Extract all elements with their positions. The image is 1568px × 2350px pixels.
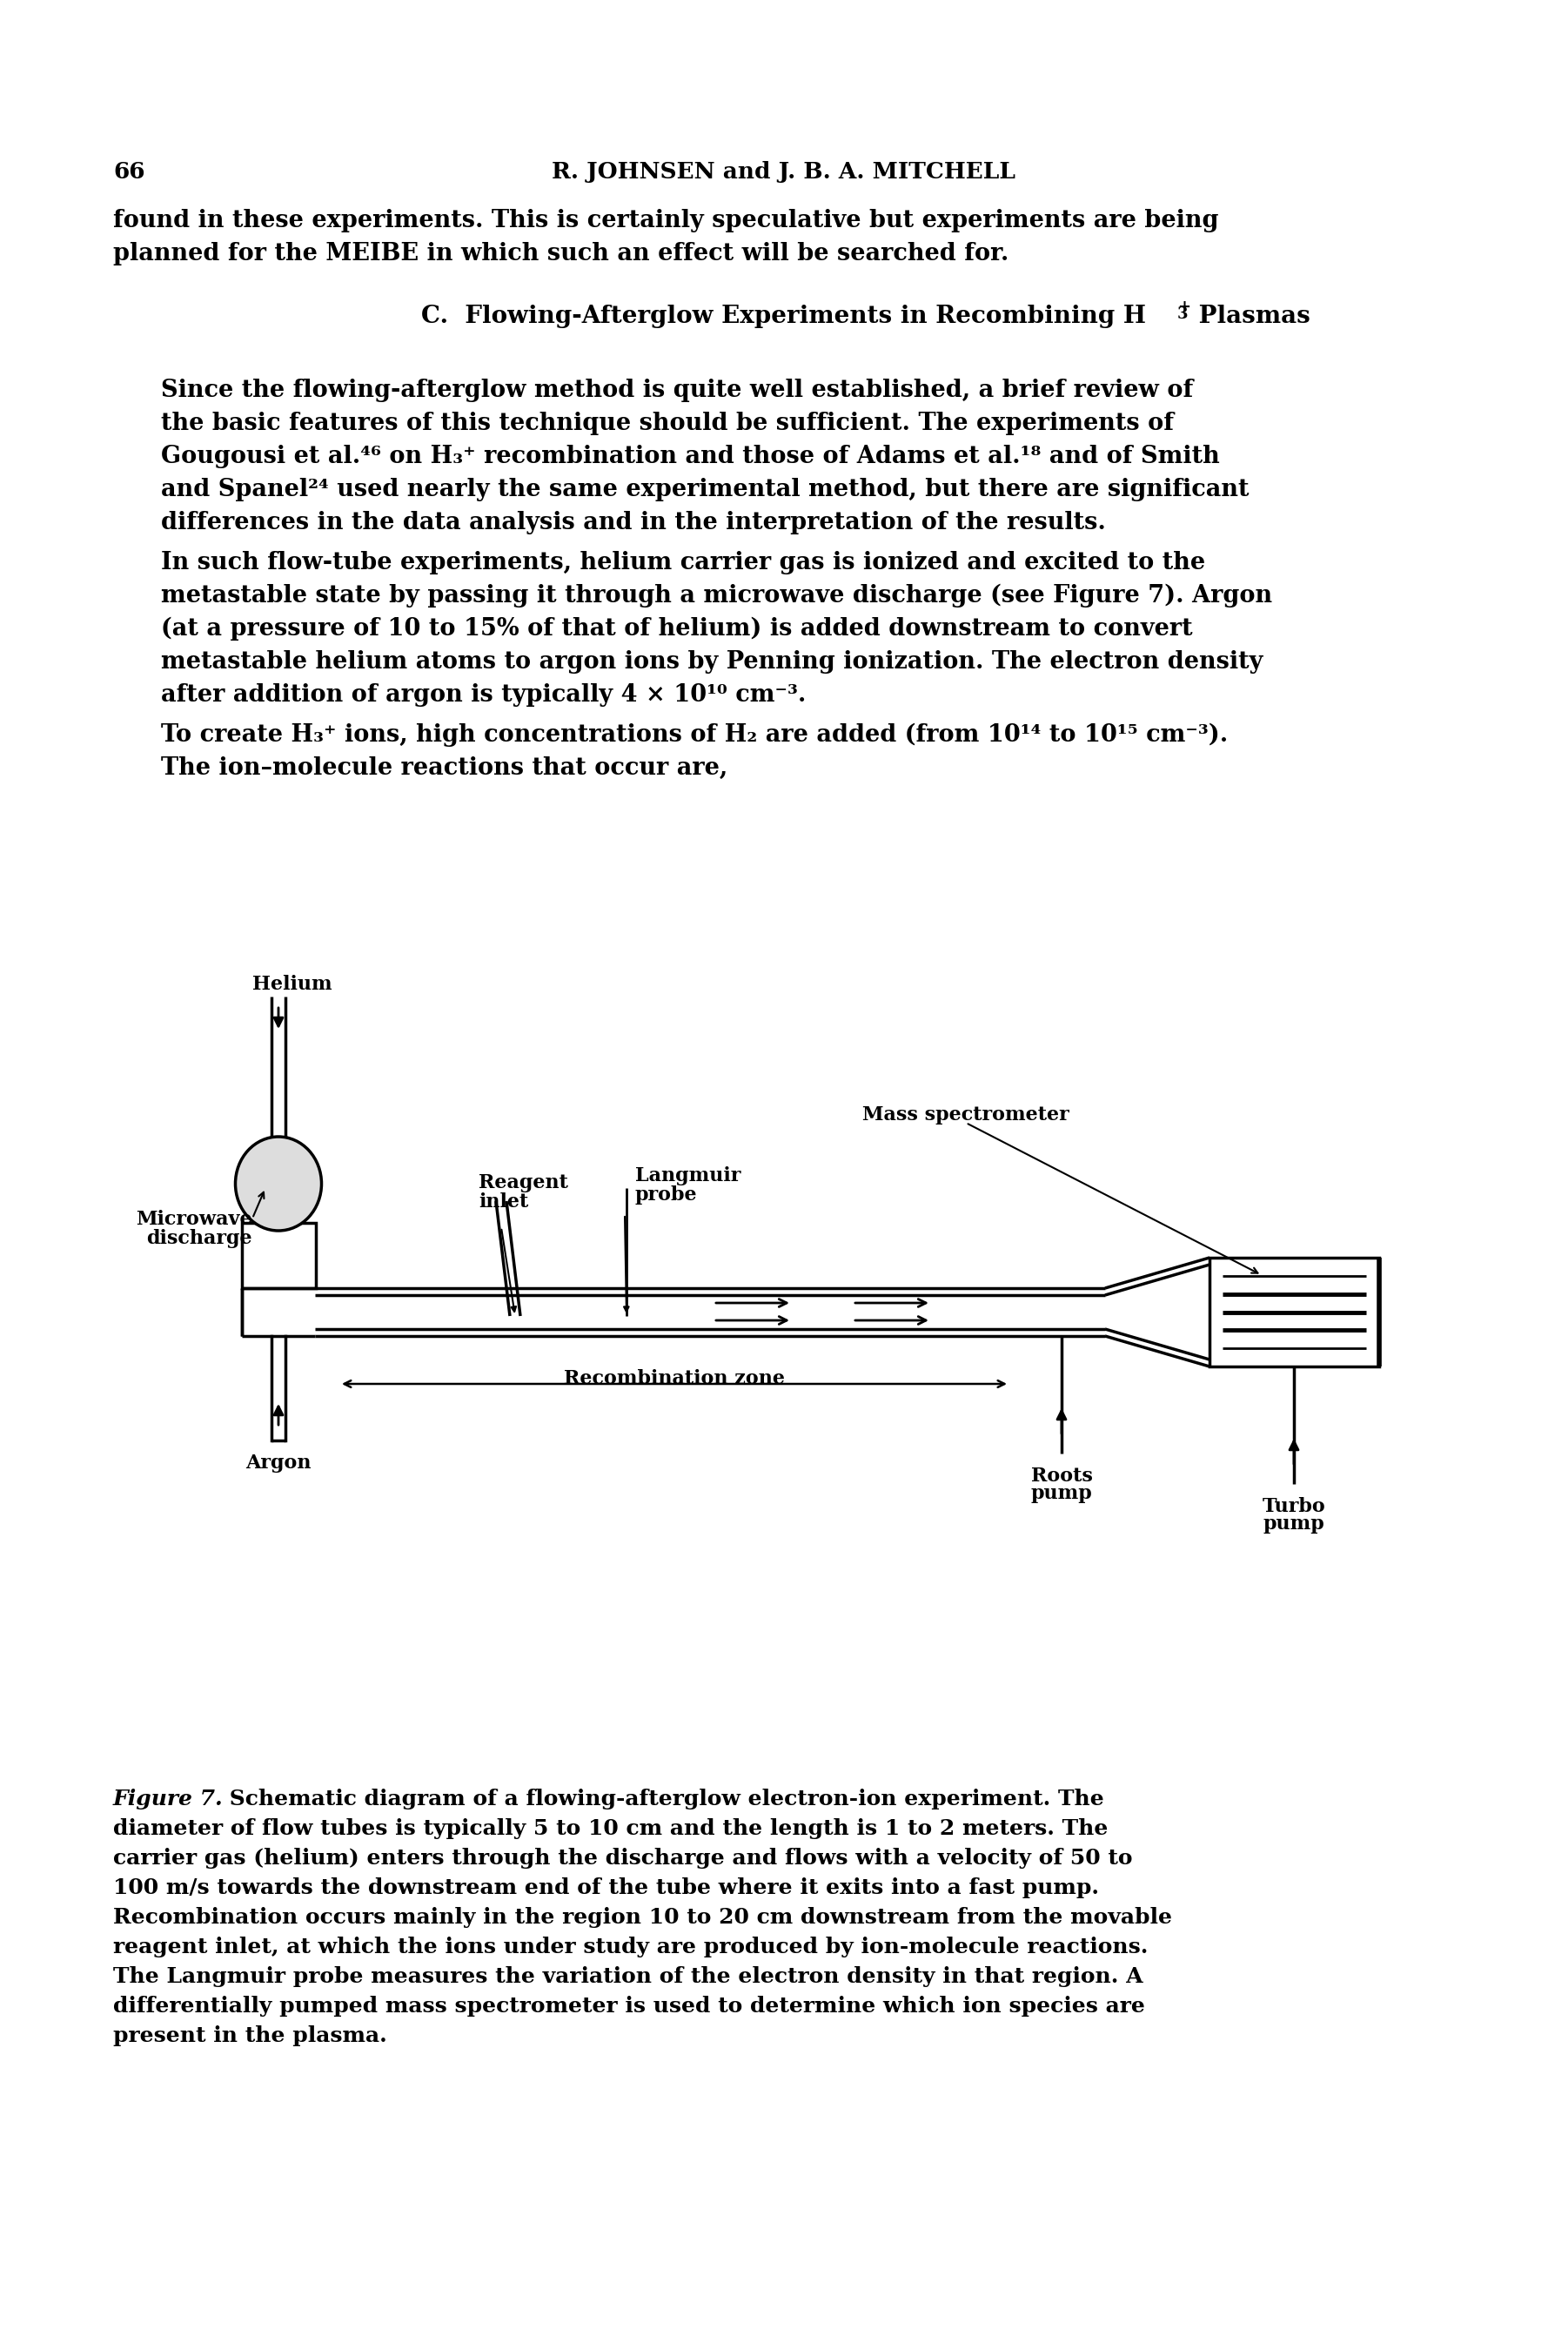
Text: metastable helium atoms to argon ions by Penning ionization. The electron densit: metastable helium atoms to argon ions by… <box>162 651 1262 674</box>
Text: Langmuir: Langmuir <box>635 1166 740 1184</box>
Bar <box>241 1222 315 1288</box>
Text: differences in the data analysis and in the interpretation of the results.: differences in the data analysis and in … <box>162 510 1105 533</box>
Text: 66: 66 <box>113 162 144 183</box>
Text: The Langmuir probe measures the variation of the electron density in that region: The Langmuir probe measures the variatio… <box>113 1967 1143 1988</box>
Text: Gougousi et al.⁴⁶ on H₃⁺ recombination and those of Adams et al.¹⁸ and of Smith: Gougousi et al.⁴⁶ on H₃⁺ recombination a… <box>162 444 1220 468</box>
Text: R. JOHNSEN and J. B. A. MITCHELL: R. JOHNSEN and J. B. A. MITCHELL <box>552 162 1016 183</box>
Text: Reagent: Reagent <box>478 1173 568 1191</box>
Text: carrier gas (helium) enters through the discharge and flows with a velocity of 5: carrier gas (helium) enters through the … <box>113 1847 1132 1868</box>
Text: Microwave: Microwave <box>136 1210 252 1229</box>
Text: inlet: inlet <box>478 1191 528 1213</box>
Text: Turbo: Turbo <box>1262 1497 1325 1516</box>
Text: pump: pump <box>1030 1483 1093 1504</box>
Text: the basic features of this technique should be sufficient. The experiments of: the basic features of this technique sho… <box>162 411 1174 435</box>
Text: (at a pressure of 10 to 15% of that of helium) is added downstream to convert: (at a pressure of 10 to 15% of that of h… <box>162 618 1193 642</box>
Text: after addition of argon is typically 4 × 10¹⁰ cm⁻³.: after addition of argon is typically 4 ×… <box>162 684 806 707</box>
Text: differentially pumped mass spectrometer is used to determine which ion species a: differentially pumped mass spectrometer … <box>113 1995 1145 2016</box>
Text: Helium: Helium <box>252 975 332 994</box>
Text: found in these experiments. This is certainly speculative but experiments are be: found in these experiments. This is cert… <box>113 209 1218 233</box>
Text: C.  Flowing-Afterglow Experiments in Recombining H: C. Flowing-Afterglow Experiments in Reco… <box>422 306 1146 329</box>
Text: reagent inlet, at which the ions under study are produced by ion-molecule reacti: reagent inlet, at which the ions under s… <box>113 1936 1148 1958</box>
Text: Argon: Argon <box>246 1455 312 1473</box>
Text: Schematic diagram of a flowing-afterglow electron-ion experiment. The: Schematic diagram of a flowing-afterglow… <box>223 1788 1104 1810</box>
Text: Recombination occurs mainly in the region 10 to 20 cm downstream from the movabl: Recombination occurs mainly in the regio… <box>113 1906 1173 1927</box>
Text: Mass spectrometer: Mass spectrometer <box>862 1104 1069 1126</box>
Text: +: + <box>1178 298 1190 315</box>
Text: Roots: Roots <box>1030 1466 1093 1485</box>
Text: Figure 7.: Figure 7. <box>113 1788 223 1810</box>
Text: probe: probe <box>635 1184 698 1206</box>
Ellipse shape <box>235 1137 321 1231</box>
Text: discharge: discharge <box>146 1229 252 1248</box>
Text: diameter of flow tubes is typically 5 to 10 cm and the length is 1 to 2 meters. : diameter of flow tubes is typically 5 to… <box>113 1819 1109 1840</box>
Text: Plasmas: Plasmas <box>1190 306 1311 329</box>
Text: Since the flowing-afterglow method is quite well established, a brief review of: Since the flowing-afterglow method is qu… <box>162 378 1193 402</box>
Text: and Spanel²⁴ used nearly the same experimental method, but there are significant: and Spanel²⁴ used nearly the same experi… <box>162 477 1250 501</box>
Text: 100 m/s towards the downstream end of the tube where it exits into a fast pump.: 100 m/s towards the downstream end of th… <box>113 1878 1099 1899</box>
Text: In such flow-tube experiments, helium carrier gas is ionized and excited to the: In such flow-tube experiments, helium ca… <box>162 550 1206 573</box>
Text: Recombination zone: Recombination zone <box>564 1370 786 1389</box>
Text: pump: pump <box>1264 1513 1325 1535</box>
Text: To create H₃⁺ ions, high concentrations of H₂ are added (from 10¹⁴ to 10¹⁵ cm⁻³): To create H₃⁺ ions, high concentrations … <box>162 724 1228 747</box>
Text: The ion–molecule reactions that occur are,: The ion–molecule reactions that occur ar… <box>162 757 728 780</box>
Text: 3: 3 <box>1178 306 1189 322</box>
Text: present in the plasma.: present in the plasma. <box>113 2026 387 2047</box>
Text: metastable state by passing it through a microwave discharge (see Figure 7). Arg: metastable state by passing it through a… <box>162 585 1272 609</box>
Text: planned for the MEIBE in which such an effect will be searched for.: planned for the MEIBE in which such an e… <box>113 242 1008 266</box>
Bar <box>1209 1257 1380 1365</box>
